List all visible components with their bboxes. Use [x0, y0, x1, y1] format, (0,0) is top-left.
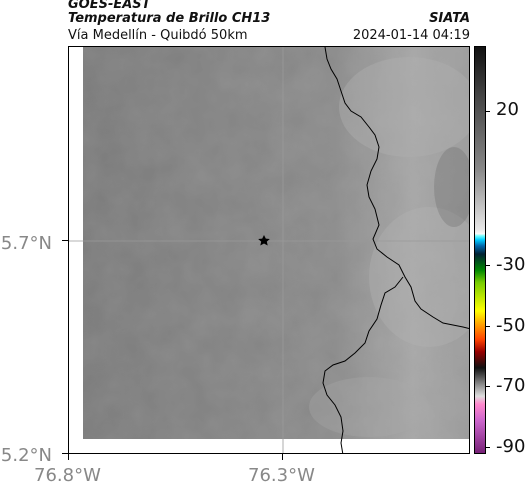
- colorbar-label: -50: [496, 315, 526, 336]
- colorbar-tick: [486, 326, 490, 327]
- latitude-label: 5.2°N: [0, 445, 52, 466]
- y-tick: [62, 240, 68, 241]
- boundary-line: [324, 47, 469, 330]
- product-title: Temperatura de Brillo CH13: [68, 11, 271, 26]
- x-tick: [282, 454, 283, 460]
- no-data-strip-left: [69, 47, 83, 453]
- map-panel[interactable]: [68, 46, 470, 454]
- colorbar: [474, 46, 486, 454]
- colorbar-label: 20: [496, 99, 519, 120]
- colorbar-label: -70: [496, 375, 526, 396]
- longitude-label: 76.8°W: [34, 465, 101, 486]
- cloud-texture: [83, 47, 469, 439]
- satellite-image: [69, 47, 469, 453]
- route-subtitle: Vía Medellín - Quibdó 50km: [68, 28, 248, 43]
- y-tick: [62, 453, 68, 454]
- colorbar-label: -90: [496, 436, 526, 457]
- colorbar-label: -30: [496, 254, 526, 275]
- colorbar-tick: [486, 265, 490, 266]
- latitude-label: 5.7°N: [0, 233, 52, 254]
- satellite-title: GOES-EAST: [68, 0, 151, 12]
- colorbar-tick: [486, 111, 490, 112]
- colorbar-tick: [486, 447, 490, 448]
- organization-label: SIATA: [429, 11, 470, 26]
- timestamp-label: 2024-01-14 04:19: [352, 28, 470, 43]
- colorbar-tick: [486, 386, 490, 387]
- no-data-strip-bottom: [69, 439, 469, 453]
- boundary-line-lower: [322, 276, 404, 453]
- x-tick: [68, 454, 69, 460]
- star-icon[interactable]: [258, 235, 270, 246]
- longitude-label: 76.3°W: [248, 465, 315, 486]
